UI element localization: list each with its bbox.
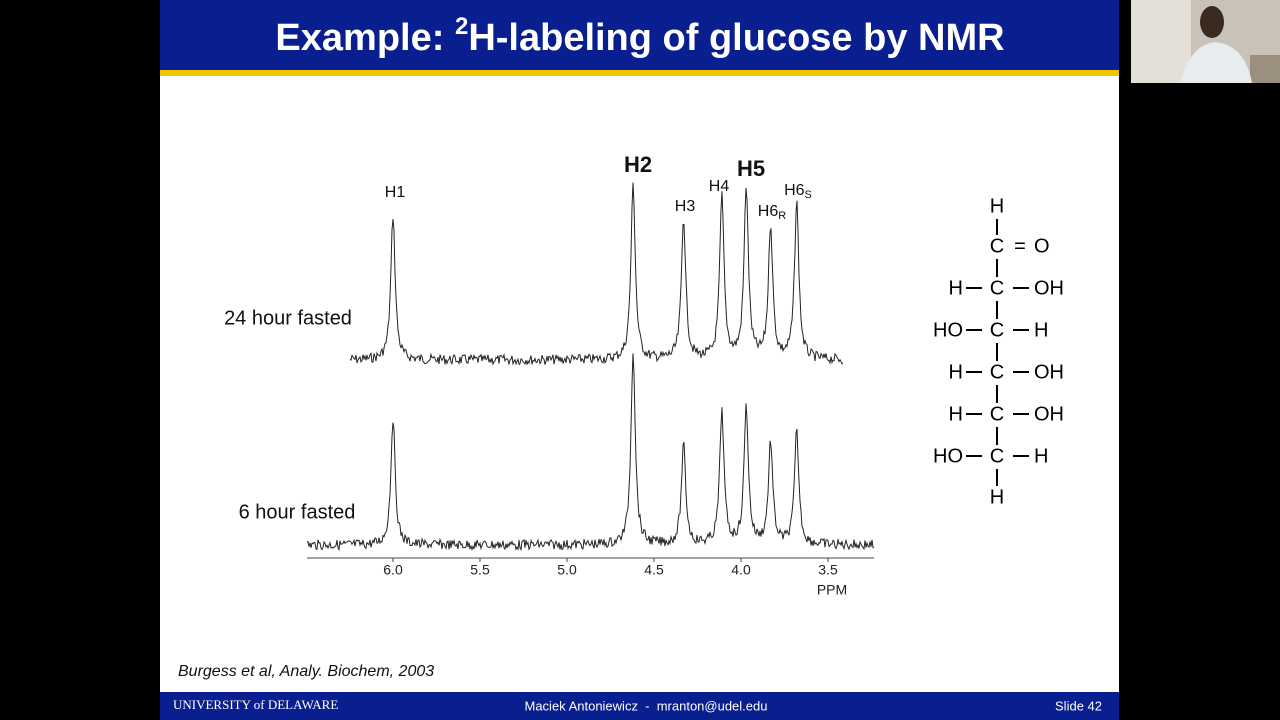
atom: C — [990, 277, 1004, 299]
peak-label: H3 — [675, 198, 696, 215]
trace-label: 24 hour fasted — [224, 307, 352, 329]
university-logo: UNIVERSITY of DELAWARE — [173, 697, 338, 712]
peak-name: H3 — [675, 198, 696, 215]
webcam-body — [1180, 42, 1252, 83]
peak-label: H1 — [385, 184, 406, 201]
footer-band — [160, 692, 1119, 720]
header-rule — [160, 70, 1119, 76]
title-prefix: Example: — [275, 17, 455, 59]
substituent: H — [949, 361, 963, 383]
atom: H — [990, 486, 1004, 508]
x-tick-label: 5.5 — [470, 562, 490, 578]
slide — [160, 0, 1119, 720]
webcam-window — [1131, 0, 1191, 83]
substituent: HO — [933, 445, 963, 467]
webcam-head — [1200, 6, 1224, 38]
peak-label: H4 — [709, 178, 730, 195]
citation: Burgess et al, Analy. Biochem, 2003 — [178, 663, 434, 680]
x-tick-label: 6.0 — [383, 562, 403, 578]
peak-label: H2 — [624, 152, 652, 177]
substituent: H — [949, 403, 963, 425]
substituent: H — [1034, 445, 1048, 467]
webcam-chair — [1250, 55, 1280, 83]
slide-number: Slide 42 — [1055, 698, 1102, 713]
substituent: H — [949, 277, 963, 299]
atom: C — [990, 445, 1004, 467]
spectrum-trace — [349, 182, 844, 366]
webcam — [1131, 0, 1280, 83]
title-sup: 2 — [455, 13, 468, 40]
slide-content: Example: 2H-labeling of glucose by NMR24… — [173, 13, 1102, 713]
atom: C — [990, 361, 1004, 383]
peak-label: H5 — [737, 156, 765, 181]
bond-symbol: = — [1014, 235, 1026, 257]
slide-title: Example: 2H-labeling of glucose by NMR — [275, 13, 1004, 59]
atom: C — [990, 235, 1004, 257]
x-tick-label: 5.0 — [557, 562, 577, 578]
substituent: O — [1034, 235, 1050, 257]
peak-name: H2 — [624, 152, 652, 177]
substituent: H — [1034, 319, 1048, 341]
x-tick-label: 4.0 — [731, 562, 751, 578]
peak-name: H6 — [758, 203, 779, 220]
substituent: OH — [1034, 277, 1064, 299]
peak-name: H6 — [784, 182, 805, 199]
peak-label: H6R — [758, 203, 786, 222]
trace-label: 6 hour fasted — [239, 501, 356, 523]
peak-subscript: R — [778, 210, 786, 222]
atom: C — [990, 403, 1004, 425]
peak-subscript: S — [805, 189, 812, 201]
atom: H — [990, 195, 1004, 217]
x-tick-label: 4.5 — [644, 562, 664, 578]
title-rest: H-labeling of glucose by NMR — [468, 17, 1004, 59]
peak-name: H1 — [385, 184, 406, 201]
x-axis-unit: PPM — [817, 582, 847, 598]
header-band — [160, 0, 1119, 70]
substituent: HO — [933, 319, 963, 341]
presenter: Maciek Antoniewicz - mranton@udel.edu — [525, 698, 768, 713]
substituent: OH — [1034, 403, 1064, 425]
spectrum-trace — [306, 353, 875, 552]
substituent: OH — [1034, 361, 1064, 383]
atom: C — [990, 319, 1004, 341]
peak-name: H4 — [709, 178, 730, 195]
peak-label: H6S — [784, 182, 812, 201]
peak-name: H5 — [737, 156, 765, 181]
x-tick-label: 3.5 — [818, 562, 838, 578]
